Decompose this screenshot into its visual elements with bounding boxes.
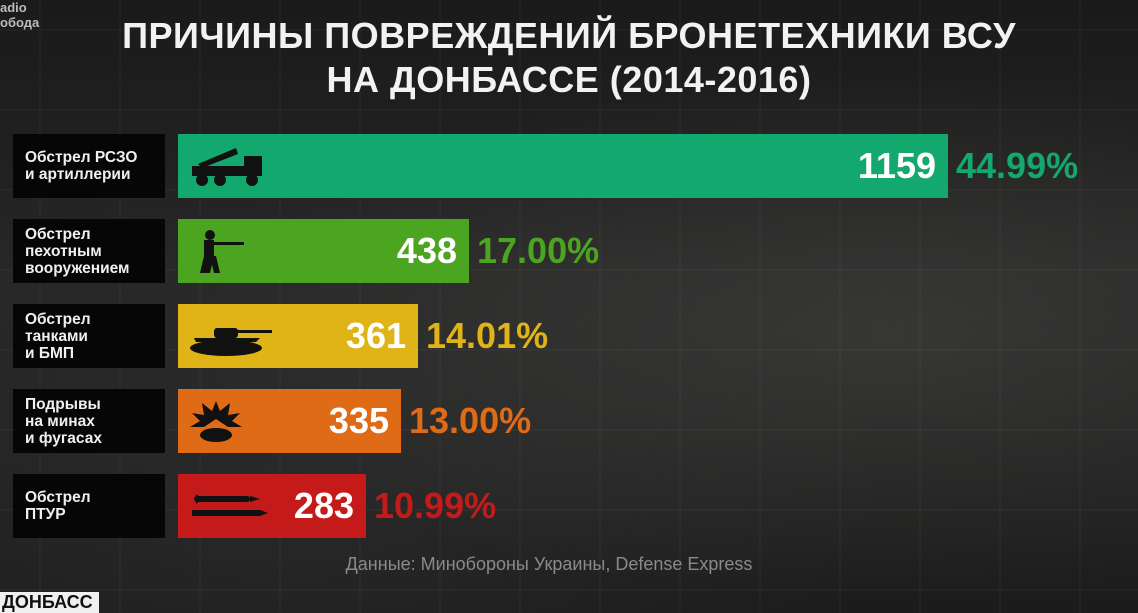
- bar: 438: [178, 219, 469, 283]
- logo-line-2: обода: [0, 15, 40, 30]
- bar-value-label: 438: [396, 230, 457, 271]
- mine-explosion-icon: [186, 397, 276, 445]
- bar: 335: [178, 389, 401, 453]
- bar-value-label: 1159: [857, 145, 936, 186]
- bar: 283: [178, 474, 366, 538]
- bar-value-label: 283: [293, 485, 354, 526]
- channel-logo-top: adio обода: [0, 0, 39, 30]
- bar-value-label: 361: [345, 315, 406, 356]
- chart-title: ПРИЧИНЫ ПОВРЕЖДЕНИЙ БРОНЕТЕХНИКИ ВСУ НА …: [0, 14, 1138, 102]
- bar: 361: [178, 304, 418, 368]
- mlrs-truck-icon: [186, 142, 276, 190]
- title-line-2: НА ДОНБАССЕ (2014-2016): [326, 59, 812, 100]
- category-label: Обстрел ПТУР: [13, 474, 165, 538]
- source-note: Данные: Минобороны Украины, Defense Expr…: [345, 554, 753, 574]
- soldier-rifle-icon: [186, 227, 276, 275]
- bar-percent-label: 14.01%: [426, 315, 549, 356]
- category-label-text: Обстрел пехотным вооружением: [25, 225, 130, 277]
- category-label-text: Подрывы на минах и фугасах: [25, 395, 102, 447]
- bar-percent-label: 44.99%: [956, 145, 1079, 186]
- bar: 1159: [178, 134, 948, 198]
- category-label: Обстрел РСЗО и артиллерии: [13, 134, 165, 198]
- bar-percent-label: 17.00%: [477, 230, 600, 271]
- bar-percent-label: 10.99%: [374, 485, 497, 526]
- atgm-missile-icon: [186, 482, 276, 530]
- channel-logo-bottom: ДОНБАСС: [0, 592, 99, 613]
- category-label-text: Обстрел ПТУР: [25, 489, 91, 523]
- category-label: Обстрел танками и БМП: [13, 304, 165, 368]
- tank-icon: [186, 312, 276, 360]
- logo-line-1: adio: [0, 0, 27, 15]
- bar-value-label: 335: [328, 400, 389, 441]
- category-label-text: Обстрел танками и БМП: [25, 310, 91, 362]
- category-label: Подрывы на минах и фугасах: [13, 389, 165, 453]
- category-label-text: Обстрел РСЗО и артиллерии: [25, 149, 138, 183]
- category-label: Обстрел пехотным вооружением: [13, 219, 165, 283]
- title-line-1: ПРИЧИНЫ ПОВРЕЖДЕНИЙ БРОНЕТЕХНИКИ ВСУ: [122, 15, 1016, 56]
- bar-percent-label: 13.00%: [409, 400, 532, 441]
